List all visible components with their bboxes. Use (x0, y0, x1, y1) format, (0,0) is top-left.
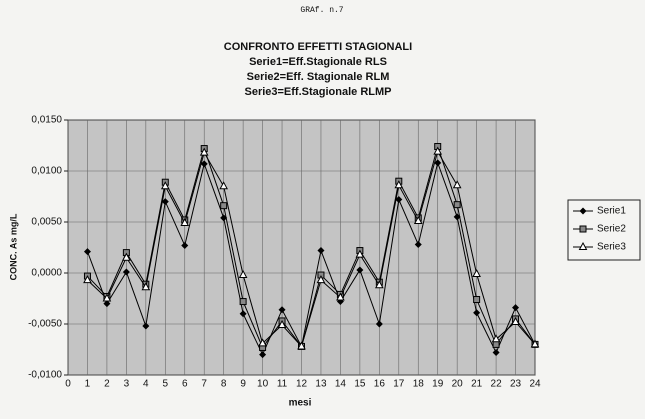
marker (434, 159, 442, 167)
x-tick-label: 17 (393, 379, 405, 390)
marker (511, 316, 520, 325)
y-tick-label: 0,0000 (31, 268, 62, 279)
marker (316, 275, 326, 284)
marker (473, 296, 481, 304)
x-tick-label: 5 (163, 379, 169, 390)
marker (452, 180, 462, 189)
x-tick-label: 1 (85, 379, 91, 390)
marker (336, 292, 345, 301)
x-tick-label: 9 (240, 379, 246, 390)
x-tick-label: 8 (221, 379, 227, 390)
x-tick-label: 0 (65, 379, 71, 390)
marker (259, 351, 267, 359)
x-tick-label: 11 (277, 379, 288, 390)
marker (530, 339, 540, 348)
marker (258, 338, 267, 347)
chart-title: CONFRONTO EFFETTI STAGIONALI (224, 41, 412, 53)
x-tick-label: 10 (257, 379, 269, 390)
marker (374, 280, 384, 289)
chart-subtitle: Serie1=Eff.Stagionale RLS (249, 56, 387, 68)
marker (355, 249, 365, 258)
x-tick-label: 6 (182, 379, 188, 390)
legend-label: Serie2 (597, 224, 626, 235)
legend-label: Serie1 (597, 206, 626, 217)
x-axis-label: mesi (289, 398, 312, 409)
x-tick-label: 15 (354, 379, 366, 390)
marker (122, 268, 130, 276)
marker (199, 147, 209, 156)
series-line (87, 144, 536, 349)
marker (277, 319, 287, 329)
x-tick-label: 7 (201, 379, 207, 390)
legend-label: Serie3 (597, 242, 626, 253)
marker (181, 241, 189, 249)
y-tick-label: -0,0100 (28, 370, 62, 381)
x-tick-label: 24 (529, 379, 541, 390)
marker (220, 202, 228, 210)
marker (160, 181, 170, 190)
marker (394, 180, 404, 189)
x-tick-label: 23 (510, 379, 522, 390)
chart-subtitle: Serie2=Eff. Stagionale RLM (247, 71, 390, 83)
y-tick-label: 0,0050 (31, 217, 62, 228)
marker (103, 300, 111, 308)
x-tick-label: 16 (374, 379, 386, 390)
legend-marker (578, 241, 588, 250)
marker (356, 266, 364, 274)
marker (122, 252, 131, 261)
marker (141, 282, 151, 291)
x-tick-label: 2 (104, 379, 110, 390)
x-tick-label: 18 (413, 379, 425, 390)
marker (491, 334, 501, 343)
marker (278, 306, 286, 314)
marker (297, 341, 306, 350)
marker (512, 304, 520, 312)
x-tick-label: 19 (432, 379, 444, 390)
marker (414, 240, 422, 248)
marker (453, 201, 461, 209)
marker (219, 181, 229, 190)
x-tick-label: 3 (124, 379, 130, 390)
x-tick-label: 21 (471, 379, 483, 390)
marker (317, 247, 325, 255)
marker (375, 320, 383, 328)
legend-marker (579, 207, 587, 215)
y-axis-label: CONC. As mg/L (8, 213, 18, 280)
series-line (87, 150, 536, 348)
marker (239, 310, 247, 318)
marker (395, 196, 403, 204)
y-tick-label: -0,0050 (28, 319, 62, 330)
marker (161, 198, 169, 206)
x-tick-label: 20 (452, 379, 464, 390)
marker (433, 146, 443, 155)
marker (142, 322, 150, 330)
y-tick-label: 0,0100 (31, 166, 62, 177)
page-label: GRAf. n.7 (300, 6, 343, 15)
marker (413, 215, 423, 224)
x-tick-label: 12 (296, 379, 308, 390)
x-tick-label: 14 (335, 379, 347, 390)
marker (180, 217, 190, 227)
x-tick-label: 4 (143, 379, 149, 390)
x-tick-label: 22 (491, 379, 503, 390)
marker (473, 309, 481, 317)
marker (83, 275, 92, 284)
x-tick-label: 13 (315, 379, 327, 390)
marker (239, 298, 247, 306)
series-line (86, 161, 536, 356)
marker (83, 248, 91, 256)
y-tick-label: 0,0150 (31, 115, 62, 126)
marker (238, 269, 248, 279)
marker (472, 268, 481, 278)
marker (492, 349, 500, 357)
marker (200, 160, 208, 168)
marker (102, 293, 112, 302)
legend-marker (579, 225, 587, 233)
chart-subtitle: Serie3=Eff.Stagionale RLMP (244, 86, 391, 98)
